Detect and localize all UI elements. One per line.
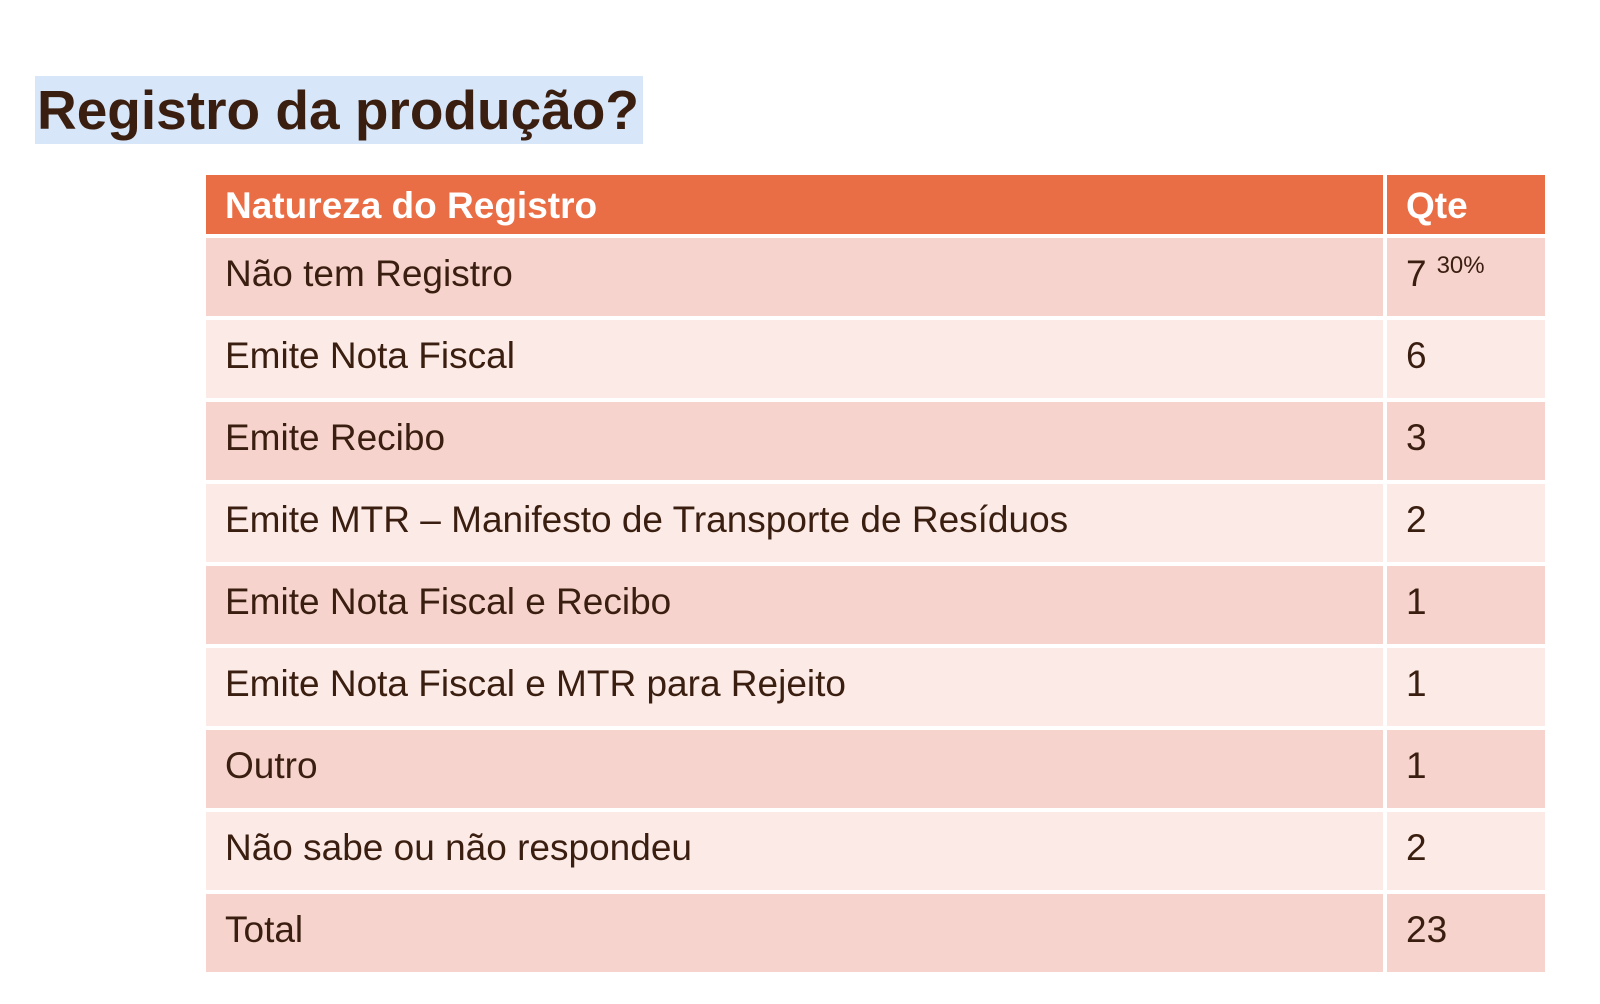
natureza-cell: Emite Recibo: [206, 402, 1383, 480]
table-header-row: Natureza do Registro Qte: [206, 175, 1545, 234]
header-qte: Qte: [1387, 175, 1545, 234]
qte-value: 7: [1406, 253, 1427, 294]
header-natureza: Natureza do Registro: [206, 175, 1383, 234]
qte-cell: 7 30%: [1387, 238, 1545, 316]
table-row: Emite Nota Fiscal e MTR para Rejeito 1: [206, 648, 1545, 726]
table-row: Emite MTR – Manifesto de Transporte de R…: [206, 484, 1545, 562]
natureza-cell: Outro: [206, 730, 1383, 808]
total-value: 23: [1387, 894, 1545, 972]
qte-cell: 1: [1387, 566, 1545, 644]
natureza-cell: Não sabe ou não respondeu: [206, 812, 1383, 890]
table-row: Emite Recibo 3: [206, 402, 1545, 480]
qte-cell: 6: [1387, 320, 1545, 398]
table-total-row: Total 23: [206, 894, 1545, 972]
total-label: Total: [206, 894, 1383, 972]
qte-cell: 3: [1387, 402, 1545, 480]
table-row: Não tem Registro 7 30%: [206, 238, 1545, 316]
table-row: Emite Nota Fiscal 6: [206, 320, 1545, 398]
qte-cell: 1: [1387, 648, 1545, 726]
table-row: Não sabe ou não respondeu 2: [206, 812, 1545, 890]
table-row: Outro 1: [206, 730, 1545, 808]
table-row: Emite Nota Fiscal e Recibo 1: [206, 566, 1545, 644]
natureza-cell: Emite MTR – Manifesto de Transporte de R…: [206, 484, 1383, 562]
natureza-cell: Emite Nota Fiscal e MTR para Rejeito: [206, 648, 1383, 726]
natureza-cell: Não tem Registro: [206, 238, 1383, 316]
qte-cell: 2: [1387, 484, 1545, 562]
qte-cell: 1: [1387, 730, 1545, 808]
percent-note: 30%: [1436, 252, 1485, 279]
natureza-cell: Emite Nota Fiscal e Recibo: [206, 566, 1383, 644]
registro-table: Natureza do Registro Qte Não tem Registr…: [206, 175, 1545, 976]
natureza-cell: Emite Nota Fiscal: [206, 320, 1383, 398]
page-title: Registro da produção?: [35, 76, 643, 144]
qte-cell: 2: [1387, 812, 1545, 890]
